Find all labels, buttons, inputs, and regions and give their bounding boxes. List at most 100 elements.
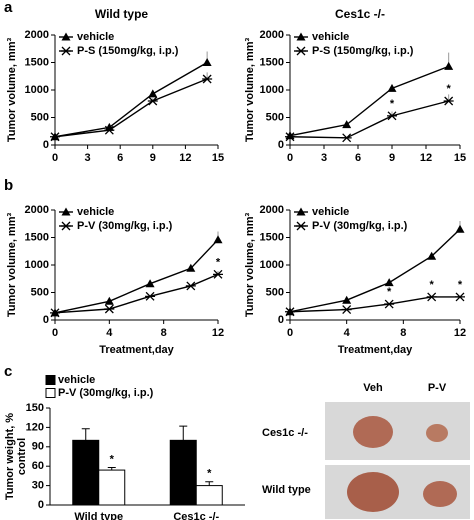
y-tick-label: 2000 bbox=[25, 29, 49, 41]
y-tick-label: 500 bbox=[266, 286, 284, 298]
y-tick-label: 1500 bbox=[260, 231, 284, 243]
legend-marker bbox=[61, 46, 71, 56]
series-line bbox=[54, 239, 219, 314]
y-tick-label: 1000 bbox=[25, 84, 49, 96]
annotation: * bbox=[458, 279, 463, 291]
tumor bbox=[353, 416, 393, 448]
y-tick-label: 1500 bbox=[260, 56, 284, 68]
marker bbox=[186, 263, 196, 272]
tumor bbox=[347, 472, 399, 512]
marker bbox=[455, 292, 465, 302]
marker bbox=[342, 120, 352, 129]
marker bbox=[285, 307, 295, 317]
y-tick-label: 60 bbox=[32, 460, 44, 472]
x-tick-label: 15 bbox=[454, 152, 466, 164]
annotation: * bbox=[430, 279, 435, 291]
y-tick-label: 1000 bbox=[260, 259, 284, 271]
tumor-photo: Veh P-V Ces1c -/- Wild type bbox=[262, 382, 470, 519]
legend-marker bbox=[61, 207, 71, 216]
x-tick-label: 3 bbox=[85, 152, 91, 164]
series-line bbox=[289, 100, 449, 139]
marker bbox=[50, 308, 60, 318]
photo-background bbox=[325, 402, 470, 460]
annotation: * bbox=[110, 453, 115, 465]
marker bbox=[427, 251, 437, 260]
marker bbox=[50, 132, 60, 142]
error-bar bbox=[107, 466, 116, 471]
y-tick-label: 120 bbox=[26, 421, 44, 433]
y-axis-label: Tumor volume, mm³ bbox=[6, 213, 18, 318]
bar bbox=[98, 469, 126, 506]
error-bar bbox=[81, 428, 90, 441]
y-axis-label: Tumor volume, mm³ bbox=[244, 38, 256, 143]
legend-swatch bbox=[45, 375, 56, 385]
y-axis-label: Tumor volume, mm³ bbox=[244, 213, 256, 318]
annotation: * bbox=[390, 98, 395, 110]
x-axis-label: Treatment,day bbox=[338, 344, 413, 356]
legend-label: P-V (30mg/kg, i.p.) bbox=[58, 387, 154, 399]
photo-row-label: Wild type bbox=[262, 484, 311, 496]
y-tick-label: 0 bbox=[43, 314, 49, 326]
y-tick-label: 500 bbox=[31, 111, 49, 123]
x-tick-label: 12 bbox=[212, 327, 224, 339]
marker bbox=[213, 235, 223, 244]
marker bbox=[341, 305, 352, 315]
x-tick-label: 0 bbox=[287, 152, 293, 164]
series-line bbox=[54, 78, 208, 138]
y-axis-label: control bbox=[16, 438, 28, 475]
marker bbox=[202, 74, 213, 84]
y-tick-label: 0 bbox=[38, 499, 44, 511]
marker bbox=[104, 296, 114, 305]
legend-label: vehicle bbox=[58, 374, 95, 386]
legend-marker bbox=[296, 221, 306, 231]
annotation: * bbox=[387, 286, 392, 298]
y-tick-label: 0 bbox=[278, 139, 284, 151]
legend-label: P-V (30mg/kg, i.p.) bbox=[312, 220, 408, 232]
y-axis-label: Tumor volume, mm³ bbox=[6, 38, 18, 143]
marker bbox=[202, 58, 212, 66]
marker bbox=[384, 299, 395, 309]
y-tick-label: 1000 bbox=[260, 84, 284, 96]
annotation: * bbox=[207, 468, 212, 480]
marker bbox=[342, 295, 352, 304]
legend-marker bbox=[61, 221, 71, 231]
marker bbox=[426, 292, 437, 302]
tumor bbox=[423, 481, 457, 507]
photo-column-label: P-V bbox=[428, 382, 447, 394]
x-tick-label: 0 bbox=[52, 327, 58, 339]
legend-label: vehicle bbox=[77, 206, 114, 218]
legend-marker bbox=[296, 207, 306, 216]
x-axis-label: Treatment,day bbox=[99, 344, 174, 356]
y-tick-label: 0 bbox=[43, 139, 49, 151]
y-tick-label: 2000 bbox=[260, 204, 284, 216]
x-tick-label: Ces1c -/- bbox=[173, 511, 219, 520]
error-bar bbox=[205, 481, 214, 486]
y-tick-label: 2000 bbox=[25, 204, 49, 216]
marker bbox=[147, 96, 158, 106]
x-tick-label: 6 bbox=[355, 152, 361, 164]
marker bbox=[104, 304, 115, 314]
panel-label: a bbox=[4, 0, 13, 16]
legend-label: vehicle bbox=[312, 206, 349, 218]
marker bbox=[455, 224, 465, 233]
marker bbox=[213, 269, 223, 279]
marker bbox=[387, 111, 397, 121]
x-tick-label: 0 bbox=[52, 152, 58, 164]
bar bbox=[195, 485, 223, 506]
x-tick-label: 3 bbox=[321, 152, 327, 164]
x-tick-label: Wild type bbox=[74, 511, 123, 520]
marker bbox=[185, 281, 196, 291]
legend-swatch bbox=[45, 388, 56, 398]
y-tick-label: 1000 bbox=[25, 259, 49, 271]
bar bbox=[169, 439, 197, 506]
marker bbox=[148, 89, 158, 98]
y-tick-label: 30 bbox=[32, 480, 44, 492]
x-tick-label: 8 bbox=[161, 327, 167, 339]
y-axis-label: Tumor weight, % bbox=[4, 413, 16, 500]
x-tick-label: 12 bbox=[179, 152, 191, 164]
x-tick-label: 12 bbox=[420, 152, 432, 164]
y-tick-label: 0 bbox=[278, 314, 284, 326]
legend-marker bbox=[61, 32, 71, 41]
legend-label: P-V (30mg/kg, i.p.) bbox=[77, 220, 173, 232]
